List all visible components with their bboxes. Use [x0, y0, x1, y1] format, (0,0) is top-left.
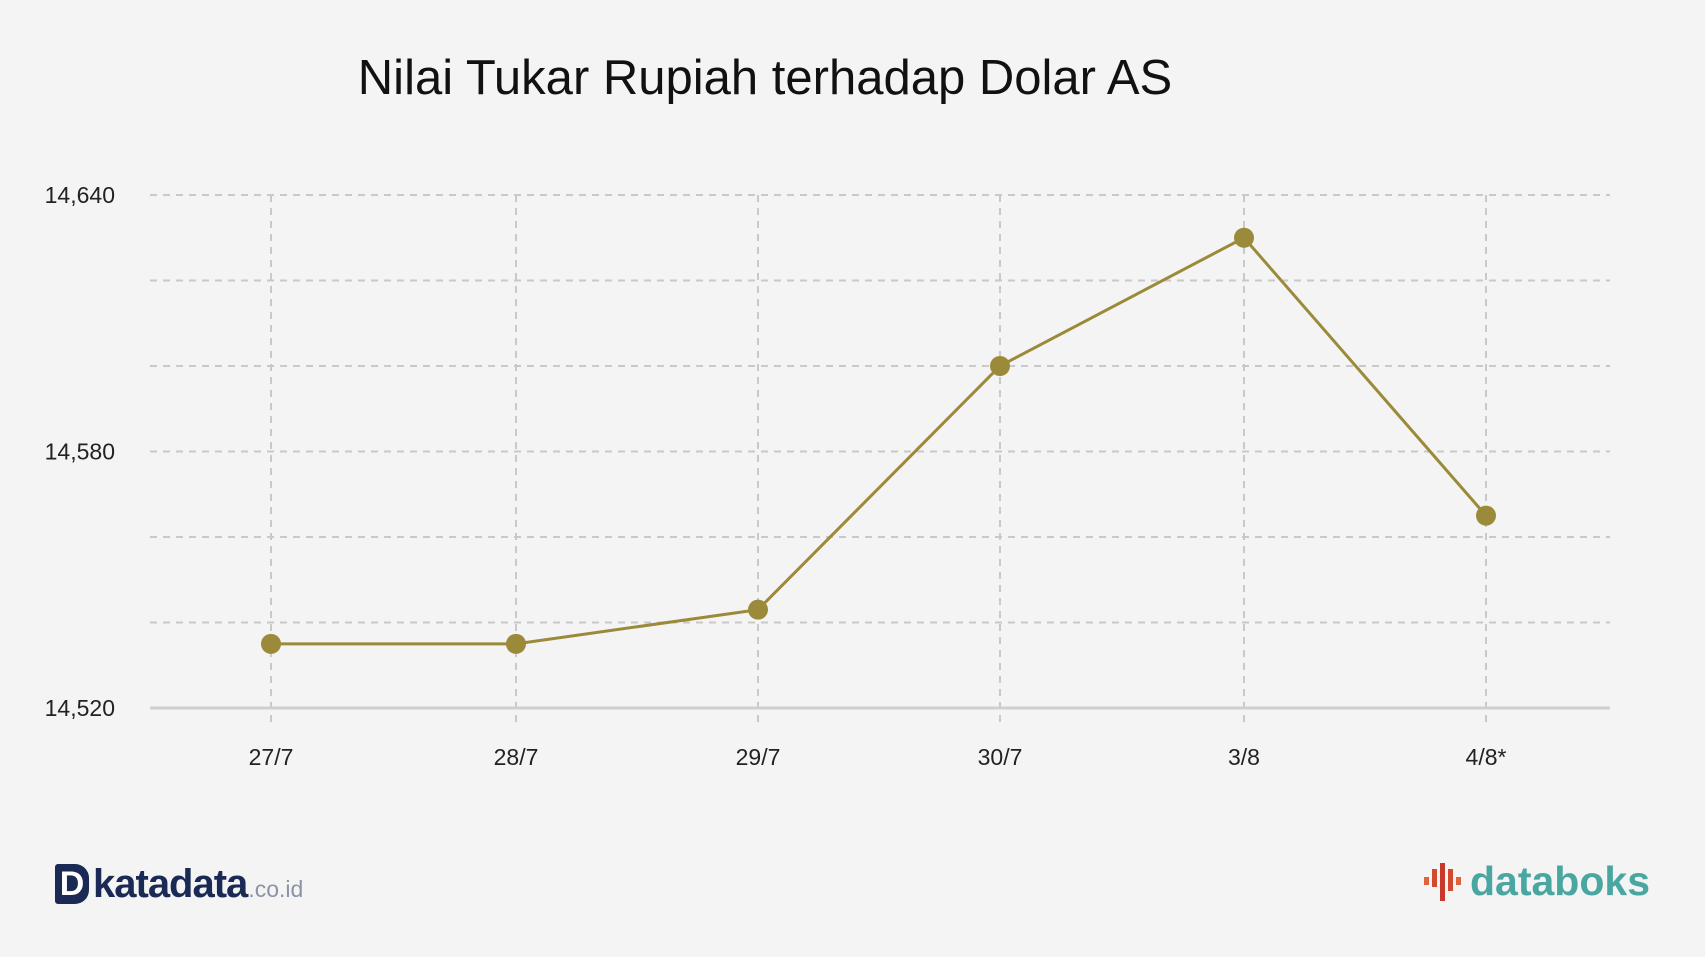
data-point — [1234, 227, 1254, 248]
y-tick-label: 14,640 — [45, 182, 115, 208]
data-points — [261, 227, 1496, 654]
katadata-wordmark: katadata — [93, 862, 248, 906]
databoks-wordmark: databoks — [1470, 857, 1650, 904]
data-point — [261, 633, 281, 654]
x-tick-label: 30/7 — [978, 744, 1023, 770]
databoks-logo: databoks — [1422, 858, 1650, 904]
x-tick-labels: 27/7 28/7 29/7 30/7 3/8 4/8* — [249, 744, 1507, 770]
data-point — [1476, 505, 1496, 526]
x-tick-label: 27/7 — [249, 744, 294, 770]
y-tick-labels: 14,640 14,580 14,520 — [45, 182, 115, 721]
x-tick-label: 4/8* — [1466, 744, 1507, 770]
data-point — [990, 356, 1010, 376]
vertical-gridlines — [270, 195, 1487, 722]
chart-title: Nilai Tukar Rupiah terhadap Dolar AS — [357, 51, 1173, 105]
katadata-mark: D — [55, 864, 89, 904]
katadata-logo: D katadata .co.id — [55, 858, 303, 904]
data-point — [506, 633, 526, 654]
horizontal-gridlines — [150, 194, 1610, 624]
katadata-suffix: .co.id — [248, 876, 304, 902]
databoks-bars-icon — [1424, 863, 1461, 901]
y-tick-label: 14,520 — [45, 695, 115, 721]
x-tick-label: 29/7 — [736, 744, 781, 770]
x-tick-label: 3/8 — [1228, 744, 1260, 770]
y-tick-label: 14,580 — [45, 439, 115, 465]
series-line — [271, 235, 1488, 646]
data-point — [748, 599, 768, 620]
x-tick-label: 28/7 — [494, 744, 539, 770]
